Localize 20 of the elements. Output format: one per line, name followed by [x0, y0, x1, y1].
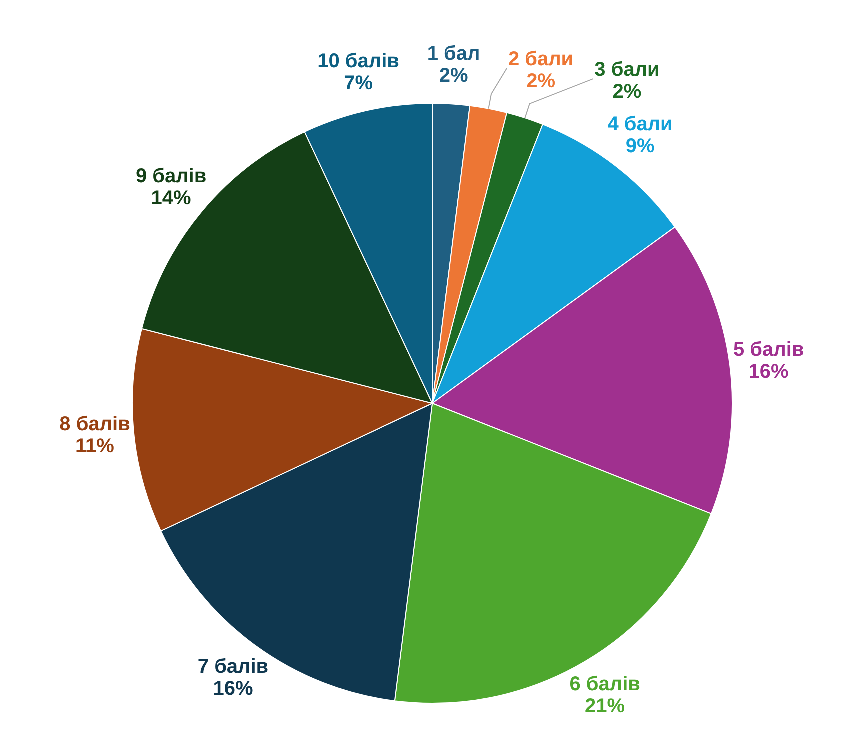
data-label: 7% [344, 72, 374, 95]
slice-label: 4 бали [608, 114, 673, 136]
data-label: 16% [213, 678, 254, 700]
slice-label: 8 балів [60, 413, 130, 436]
slice-label: 2 бали [508, 48, 574, 71]
data-label: 11% [76, 435, 115, 458]
data-label: 2% [526, 70, 556, 93]
data-label: 2% [439, 65, 468, 88]
slice-label: 5 балів [733, 339, 804, 362]
slice-label: 6 балів [570, 673, 640, 696]
data-label: 9% [626, 136, 655, 158]
slice-label: 9 балів [136, 165, 207, 188]
data-label: 2% [612, 81, 642, 104]
data-label: 14% [151, 187, 192, 210]
slice-label: 10 балів [318, 50, 400, 73]
data-label: 21% [585, 695, 626, 718]
slice-label: 7 балів [198, 656, 269, 678]
data-label: 16% [748, 361, 790, 384]
slice-label: 1 бал [427, 43, 480, 66]
slice-label: 3 бали [594, 59, 660, 82]
